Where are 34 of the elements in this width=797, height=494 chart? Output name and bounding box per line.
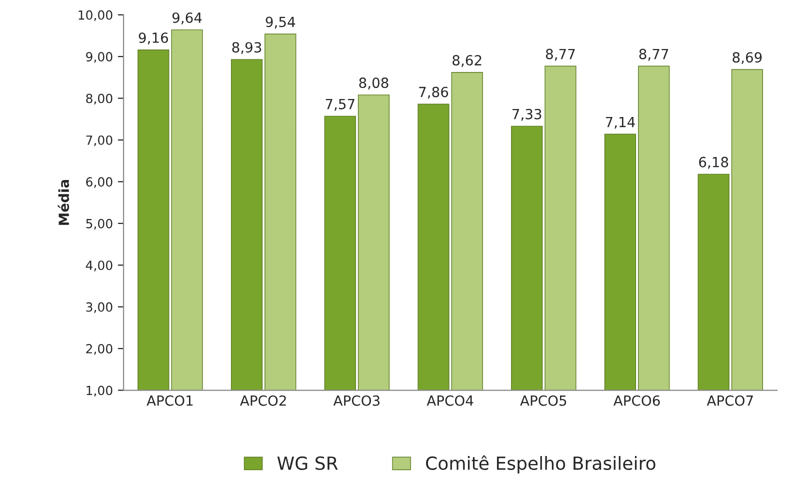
y-tick-label: 10,00	[78, 10, 112, 22]
x-tick-label: APCO1	[146, 395, 193, 406]
data-label: 8,69	[732, 52, 762, 64]
data-label: 8,77	[639, 48, 668, 61]
data-label: 6,18	[699, 156, 728, 169]
y-tick-label: 3,00	[86, 302, 112, 314]
y-tick-label: 7,00	[86, 135, 112, 146]
y-tick-label: 1,00	[86, 386, 112, 396]
y-tick-label: 9,00	[86, 52, 112, 63]
data-label: 8,77	[546, 48, 575, 61]
data-label: 9,64	[172, 12, 202, 24]
y-tick-label: 5,00	[86, 218, 112, 230]
x-tick-label: APCO2	[240, 395, 286, 406]
data-label: 7,33	[512, 108, 542, 121]
x-tick-label: APCO4	[426, 395, 474, 406]
x-tick-label: APCO7	[706, 395, 753, 406]
data-label: 8,08	[359, 78, 388, 90]
legend-label: WG SR	[277, 456, 338, 470]
y-tick-label: 2,00	[86, 344, 112, 355]
x-tick-label: APCO3	[333, 395, 380, 406]
y-tick-label: 6,00	[86, 177, 112, 188]
data-label: 7,14	[606, 116, 635, 129]
data-label: 8,62	[452, 55, 482, 67]
y-tick-label: 8,00	[86, 94, 112, 104]
data-label: 9,54	[266, 16, 296, 29]
data-label: 7,86	[419, 86, 448, 99]
x-tick-label: APCO6	[613, 395, 660, 406]
data-label: 9,16	[138, 32, 168, 44]
legend-label: Comitê Espelho Brasileiro	[426, 455, 656, 474]
data-label: 8,93	[232, 42, 262, 54]
data-label: 7,57	[326, 99, 354, 111]
y-axis-title: Média	[58, 180, 70, 225]
y-tick-label: 4,00	[86, 260, 112, 272]
x-tick-label: APCO5	[520, 395, 566, 406]
